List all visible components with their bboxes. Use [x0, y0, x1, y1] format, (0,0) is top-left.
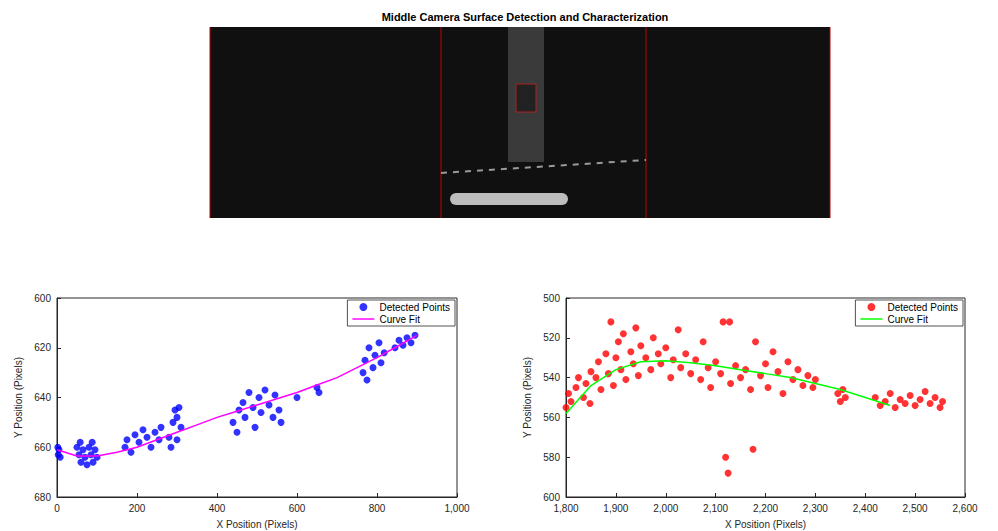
svg-text:600: 600 — [289, 503, 306, 514]
svg-text:600: 600 — [543, 492, 560, 503]
svg-text:Curve Fit: Curve Fit — [379, 314, 420, 325]
svg-text:Detected Points: Detected Points — [379, 302, 450, 313]
svg-text:Y Position (Pixels): Y Position (Pixels) — [13, 357, 24, 438]
svg-text:500: 500 — [543, 293, 560, 304]
svg-text:400: 400 — [209, 503, 226, 514]
svg-text:560: 560 — [543, 412, 560, 423]
svg-text:580: 580 — [543, 452, 560, 463]
svg-text:2,000: 2,000 — [653, 503, 678, 514]
svg-text:600: 600 — [34, 293, 51, 304]
svg-text:800: 800 — [369, 503, 386, 514]
svg-text:2,300: 2,300 — [803, 503, 828, 514]
svg-text:2,500: 2,500 — [903, 503, 928, 514]
svg-text:1,000: 1,000 — [444, 503, 469, 514]
svg-text:Middle Camera Surface Detectio: Middle Camera Surface Detection and Char… — [382, 11, 669, 23]
svg-text:540: 540 — [543, 372, 560, 383]
svg-text:1,900: 1,900 — [603, 503, 628, 514]
svg-text:X Position (Pixels): X Position (Pixels) — [725, 519, 806, 530]
svg-text:X Position (Pixels): X Position (Pixels) — [216, 519, 297, 530]
svg-text:620: 620 — [34, 342, 51, 353]
svg-text:640: 640 — [34, 392, 51, 403]
svg-text:2,600: 2,600 — [952, 503, 977, 514]
svg-text:200: 200 — [129, 503, 146, 514]
svg-text:680: 680 — [34, 492, 51, 503]
svg-text:Detected Points: Detected Points — [887, 302, 958, 313]
svg-text:2,200: 2,200 — [753, 503, 778, 514]
svg-text:Curve Fit: Curve Fit — [887, 314, 928, 325]
svg-text:660: 660 — [34, 442, 51, 453]
svg-text:Y Position (Pixels): Y Position (Pixels) — [522, 357, 533, 438]
svg-text:2,400: 2,400 — [853, 503, 878, 514]
svg-text:520: 520 — [543, 332, 560, 343]
svg-text:0: 0 — [54, 503, 60, 514]
svg-text:2,100: 2,100 — [703, 503, 728, 514]
svg-text:1,800: 1,800 — [553, 503, 578, 514]
